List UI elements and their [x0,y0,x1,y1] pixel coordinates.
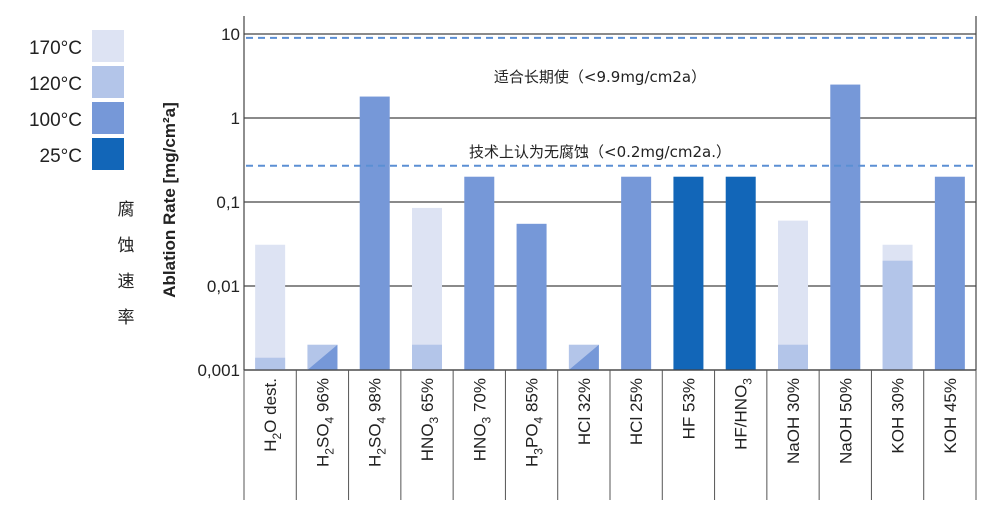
legend-label: 120°C [28,74,82,95]
legend-swatch [92,138,124,170]
x-tick-label-part: 4 [532,416,546,423]
x-tick-label-part: 3 [741,378,755,385]
x-tick-label-part: 4 [375,416,389,423]
legend-item: 120°C [0,66,160,100]
y-tick-label: 0,01 [207,277,240,296]
bar [725,176,756,370]
y-tick-label: 1 [231,109,240,128]
x-tick-label: KOH 30% [889,378,908,454]
axes: 10 1 0,1 0,01 0,001 [197,16,977,500]
x-tick-label: KOH 45% [941,378,960,454]
x-tick-label-part: HCl 25% [627,378,646,445]
x-tick-label-part: HNO [418,423,437,461]
x-tick-label-part: SO [366,423,385,448]
legend-label: 25°C [39,146,82,167]
bar [673,176,704,370]
bar [359,96,390,371]
bar [412,344,442,370]
bar [568,344,599,370]
bar [516,223,547,370]
x-tick-label: HCl 25% [627,378,646,445]
x-tick-label: HNO3 65% [418,378,441,461]
x-tick-label-part: H [261,440,280,452]
bar [307,344,338,370]
legend-swatch [92,30,124,62]
x-tick-label-part: 70% [470,378,489,417]
x-tick-label-part: 4 [322,416,336,423]
legend-item: 25°C [0,138,160,172]
x-tick-label: HCl 32% [575,378,594,445]
bar [621,176,652,370]
x-tick-label-part: 3 [479,416,493,423]
bar [255,357,286,370]
y-axis-label-char: 腐 [117,200,135,220]
x-tick-label-part: 85% [523,378,542,417]
x-tick-label: NaOH 30% [784,378,803,464]
reference-line-label: 技术上认为无腐蚀（<0.2mg/cm2a.） [469,143,731,161]
bar [830,84,861,371]
x-tick-label: HF 53% [679,378,698,439]
x-tick-label-part: KOH 45% [941,378,960,454]
legend-swatch [92,66,124,98]
y-axis-label-chinese: 腐蚀速率 [114,192,138,336]
legend-label: 170°C [28,38,82,59]
bar [464,176,495,370]
x-tick-label: H2SO4 96% [313,378,336,467]
x-tick-label: H3PO4 85% [523,378,546,467]
x-tick-label-part: NaOH 50% [836,378,855,464]
legend-label: 100°C [28,110,82,131]
bar [412,207,442,370]
x-tick-label-part: 96% [313,378,332,417]
x-tick-label-part: HCl 32% [575,378,594,445]
reference-lines: 适合长期使（<9.9mg/cm2a） 技术上认为无腐蚀（<0.2mg/cm2a.） [246,36,974,167]
bars [255,84,965,371]
x-tick-label: HF/HNO3 [732,378,755,450]
x-tick-label-part: 2 [270,433,284,440]
bar [934,176,965,370]
y-tick-label: 0,1 [216,193,240,212]
x-tick-label-part: HNO [470,423,489,461]
x-tick-label-part: 2 [322,448,336,455]
x-tick-label-part: 65% [418,378,437,417]
bar [882,260,913,370]
legend-item: 100°C [0,102,160,136]
legend-item: 170°C [0,30,160,64]
x-tick-label-part: 98% [366,378,385,417]
x-tick-label-part: SO [313,423,332,448]
y-axis-label: Ablation Rate [mg/cm²a] [160,102,179,298]
x-tick-label-part: 3 [532,448,546,455]
x-tick-label-part: NaOH 30% [784,378,803,464]
x-tick-label: H2O dest. [261,378,284,452]
x-tick-label: HNO3 70% [470,378,493,461]
x-tick-label-part: HF/HNO [732,385,751,450]
x-tick-label-part: 2 [375,448,389,455]
x-tick-labels: H2O dest.H2SO4 96%H2SO4 98%HNO3 65%HNO3 … [261,378,960,467]
x-tick-label: H2SO4 98% [366,378,389,467]
y-tick-label: 10 [221,25,240,44]
legend-swatch [92,102,124,134]
x-tick-label-part: H [313,455,332,467]
bar [255,244,286,370]
x-tick-label-part: 3 [427,416,441,423]
x-tick-label-part: H [523,455,542,467]
x-tick-label: NaOH 50% [836,378,855,464]
x-tick-label-part: O dest. [261,378,280,433]
x-tick-label-part: H [366,455,385,467]
reference-line-label: 适合长期使（<9.9mg/cm2a） [494,68,706,86]
x-tick-label-part: KOH 30% [889,378,908,454]
y-tick-label: 0,001 [197,361,240,380]
x-tick-label-part: HF 53% [679,378,698,439]
y-axis-label-char: 蚀 [117,236,135,256]
y-axis-label-char: 率 [117,308,135,328]
x-tick-label-part: PO [523,423,542,448]
bar [778,344,808,370]
y-axis-label-char: 速 [117,272,135,292]
